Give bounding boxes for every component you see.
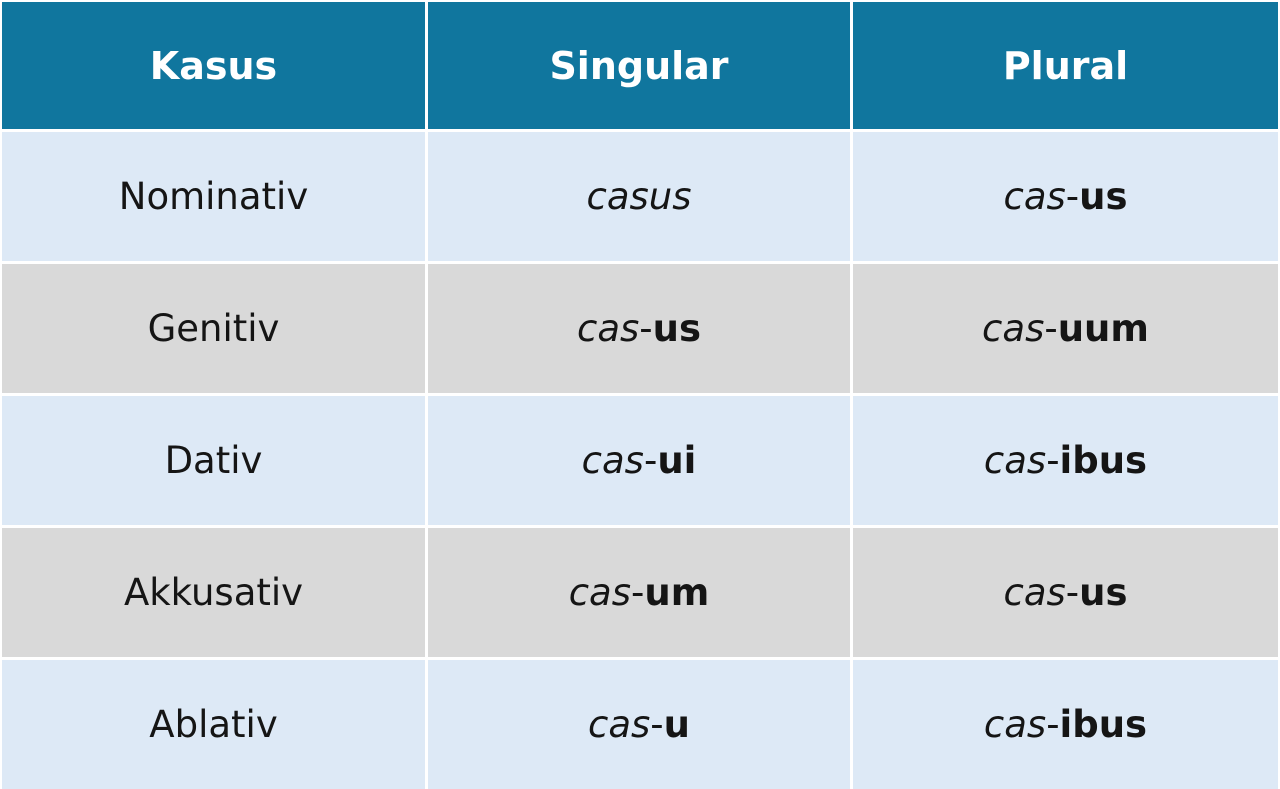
hyphen: - <box>631 571 645 614</box>
ending: ibus <box>1059 703 1148 746</box>
stem: cas <box>983 703 1047 746</box>
header-cell: Singular <box>428 2 850 129</box>
form-cell: cas - us <box>428 264 850 393</box>
stem: cas <box>983 439 1047 482</box>
ending: uum <box>1057 307 1149 350</box>
ending: us <box>1079 571 1128 614</box>
case-cell: Genitiv <box>2 264 425 393</box>
stem: cas <box>1003 175 1066 218</box>
form-cell: cas - um <box>428 528 850 657</box>
stem: cas <box>568 571 632 614</box>
stem: cas <box>588 703 651 746</box>
ending: ibus <box>1059 439 1148 482</box>
form-cell: cas - ui <box>428 396 850 525</box>
stem: cas <box>982 307 1045 350</box>
form-cell: cas - ibus <box>853 660 1278 789</box>
hyphen: - <box>1065 571 1080 614</box>
case-cell: Ablativ <box>2 660 425 789</box>
form-cell: casus <box>428 132 850 261</box>
form-cell: cas - ibus <box>853 396 1278 525</box>
form-cell: cas - us <box>853 132 1278 261</box>
ending: ui <box>657 439 697 482</box>
case-cell: Nominativ <box>2 132 425 261</box>
hyphen: - <box>650 703 664 746</box>
stem: cas <box>581 439 644 482</box>
stem: cas <box>576 307 640 350</box>
case-cell: Akkusativ <box>2 528 425 657</box>
header-cell: Kasus <box>2 2 425 129</box>
hyphen: - <box>1044 307 1058 350</box>
ending: us <box>652 307 702 350</box>
hyphen: - <box>1065 175 1080 218</box>
ending: us <box>1079 175 1128 218</box>
hyphen: - <box>1046 439 1060 482</box>
stem: casus <box>586 175 692 218</box>
hyphen: - <box>643 439 658 482</box>
stem: cas <box>1003 571 1066 614</box>
form-cell: cas - uum <box>853 264 1278 393</box>
hyphen: - <box>639 307 653 350</box>
hyphen: - <box>1046 703 1060 746</box>
form-cell: cas - us <box>853 528 1278 657</box>
ending: u <box>663 703 690 746</box>
ending: um <box>644 571 710 614</box>
header-cell: Plural <box>853 2 1278 129</box>
case-cell: Dativ <box>2 396 425 525</box>
form-cell: cas - u <box>428 660 850 789</box>
